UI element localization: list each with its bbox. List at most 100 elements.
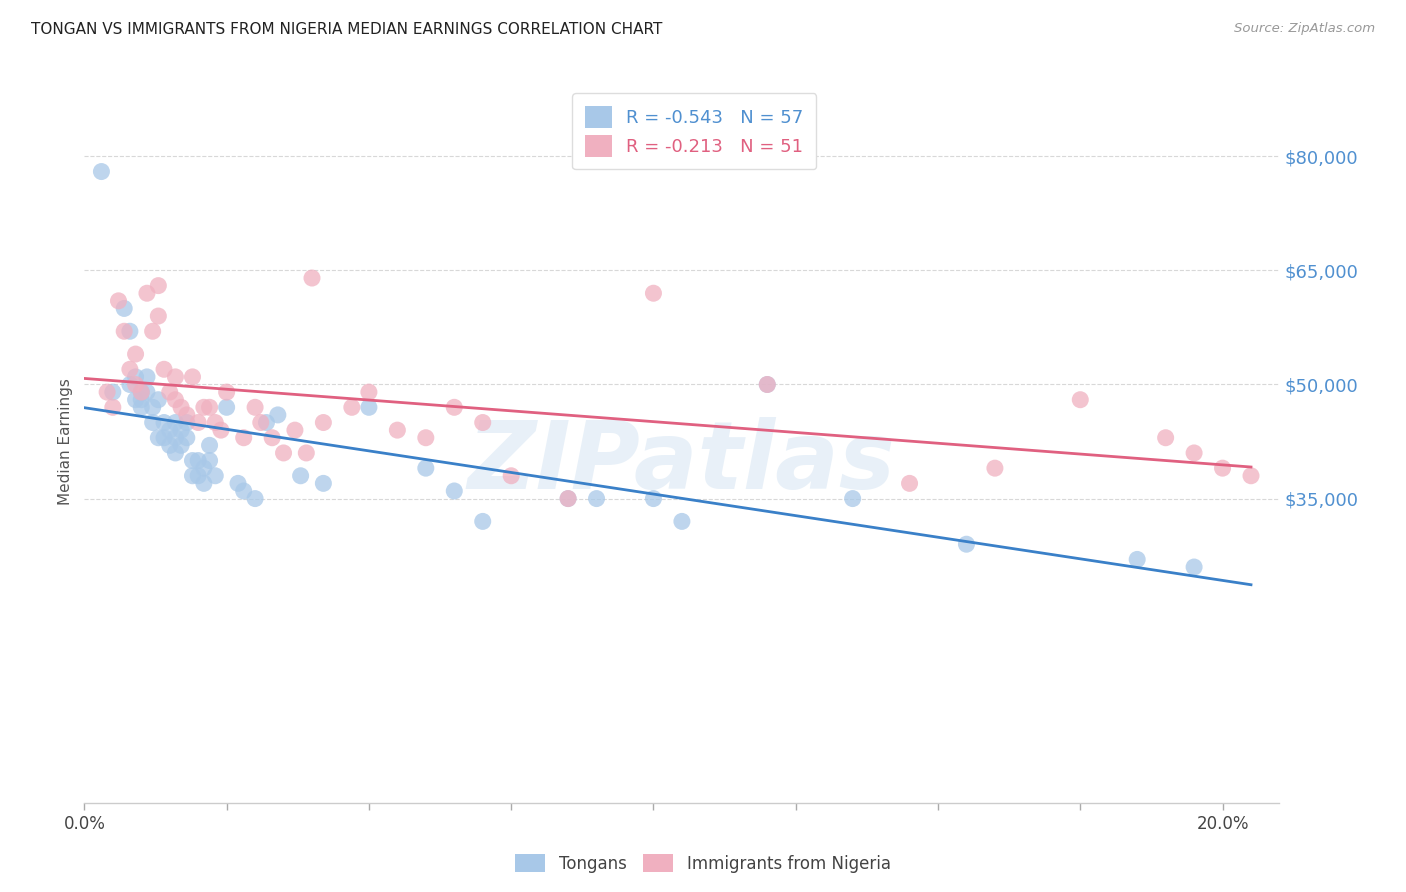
Y-axis label: Median Earnings: Median Earnings	[58, 378, 73, 505]
Point	[357, 401, 380, 415]
Point	[984, 461, 1007, 475]
Point	[165, 416, 187, 430]
Point	[148, 392, 170, 407]
Point	[1126, 552, 1149, 566]
Point	[295, 446, 318, 460]
Point	[101, 401, 124, 415]
Point	[1069, 392, 1091, 407]
Point	[340, 401, 363, 415]
Point	[193, 401, 215, 415]
Point	[181, 453, 204, 467]
Point	[124, 392, 146, 407]
Point	[415, 431, 437, 445]
Point	[471, 515, 494, 529]
Point	[585, 491, 607, 506]
Point	[136, 385, 159, 400]
Point	[193, 461, 215, 475]
Point	[312, 476, 335, 491]
Point	[290, 468, 312, 483]
Point	[198, 401, 221, 415]
Point	[90, 164, 112, 178]
Point	[209, 423, 232, 437]
Point	[187, 468, 209, 483]
Point	[415, 461, 437, 475]
Point	[129, 385, 152, 400]
Point	[301, 271, 323, 285]
Point	[136, 286, 159, 301]
Point	[198, 453, 221, 467]
Point	[1212, 461, 1234, 475]
Point	[226, 476, 249, 491]
Point	[443, 483, 465, 498]
Point	[187, 416, 209, 430]
Point	[204, 416, 226, 430]
Point	[249, 416, 271, 430]
Point	[129, 401, 152, 415]
Point	[1240, 468, 1263, 483]
Point	[142, 401, 165, 415]
Point	[1154, 431, 1177, 445]
Point	[284, 423, 307, 437]
Point	[312, 416, 335, 430]
Point	[232, 431, 254, 445]
Point	[443, 401, 465, 415]
Point	[181, 468, 204, 483]
Point	[357, 385, 380, 400]
Point	[142, 416, 165, 430]
Text: TONGAN VS IMMIGRANTS FROM NIGERIA MEDIAN EARNINGS CORRELATION CHART: TONGAN VS IMMIGRANTS FROM NIGERIA MEDIAN…	[31, 22, 662, 37]
Point	[165, 431, 187, 445]
Point	[107, 293, 129, 308]
Point	[159, 385, 181, 400]
Point	[232, 483, 254, 498]
Legend: Tongans, Immigrants from Nigeria: Tongans, Immigrants from Nigeria	[509, 847, 897, 880]
Point	[557, 491, 579, 506]
Point	[170, 423, 193, 437]
Point	[142, 324, 165, 338]
Legend: R = -0.543   N = 57, R = -0.213   N = 51: R = -0.543 N = 57, R = -0.213 N = 51	[572, 93, 817, 169]
Point	[101, 385, 124, 400]
Point	[1182, 446, 1205, 460]
Point	[148, 309, 170, 323]
Point	[118, 362, 141, 376]
Point	[215, 401, 238, 415]
Point	[129, 385, 152, 400]
Point	[118, 324, 141, 338]
Point	[170, 438, 193, 452]
Point	[471, 416, 494, 430]
Point	[198, 438, 221, 452]
Point	[671, 515, 693, 529]
Point	[262, 431, 284, 445]
Point	[96, 385, 118, 400]
Point	[159, 438, 181, 452]
Point	[387, 423, 409, 437]
Point	[215, 385, 238, 400]
Point	[176, 408, 198, 422]
Point	[841, 491, 863, 506]
Point	[176, 416, 198, 430]
Point	[267, 408, 290, 422]
Point	[112, 324, 135, 338]
Point	[181, 370, 204, 384]
Point	[124, 370, 146, 384]
Point	[165, 370, 187, 384]
Point	[955, 537, 977, 551]
Point	[170, 401, 193, 415]
Point	[756, 377, 779, 392]
Point	[243, 491, 266, 506]
Point	[256, 416, 278, 430]
Point	[153, 416, 176, 430]
Point	[176, 431, 198, 445]
Point	[165, 392, 187, 407]
Point	[112, 301, 135, 316]
Text: ZIPatlas: ZIPatlas	[468, 417, 896, 509]
Point	[756, 377, 779, 392]
Point	[148, 431, 170, 445]
Point	[118, 377, 141, 392]
Point	[243, 401, 266, 415]
Point	[1182, 560, 1205, 574]
Point	[643, 491, 665, 506]
Point	[124, 347, 146, 361]
Point	[124, 377, 146, 392]
Point	[153, 431, 176, 445]
Point	[898, 476, 921, 491]
